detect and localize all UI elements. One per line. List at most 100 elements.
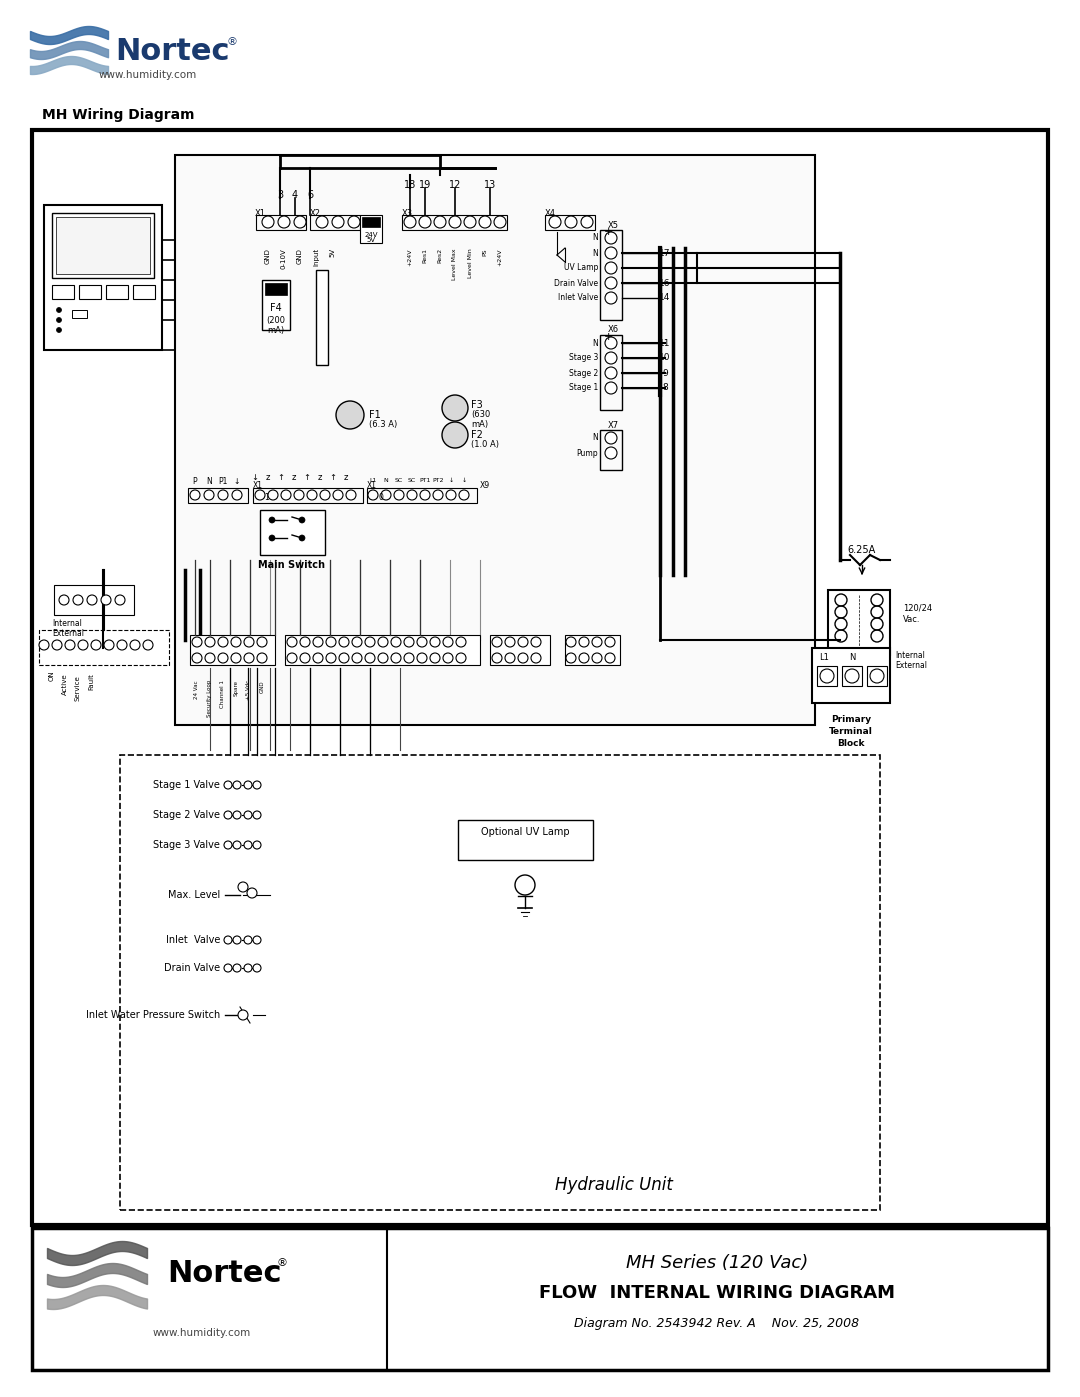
Circle shape [605,381,617,394]
Text: Main Switch: Main Switch [258,560,325,570]
Circle shape [326,652,336,664]
Circle shape [566,652,576,664]
Circle shape [104,640,114,650]
Text: +: + [604,226,612,237]
Circle shape [581,217,593,228]
Circle shape [404,217,416,228]
Circle shape [352,637,362,647]
Text: F3: F3 [471,400,483,409]
Text: Nortec: Nortec [114,38,229,67]
Text: X1: X1 [367,481,377,489]
Circle shape [332,217,345,228]
Circle shape [205,652,215,664]
Circle shape [430,637,440,647]
Circle shape [365,652,375,664]
Text: +24V: +24V [498,249,502,265]
Circle shape [224,841,232,849]
Text: N: N [592,233,598,243]
Circle shape [605,367,617,379]
Text: ↓: ↓ [448,478,454,482]
Bar [175,155,815,725]
Circle shape [39,640,49,650]
Text: Max. Level: Max. Level [167,890,220,900]
Circle shape [253,964,261,972]
Circle shape [420,490,430,500]
Text: 3: 3 [276,190,283,200]
Text: ↓: ↓ [233,478,240,486]
Text: ®: ® [276,1259,287,1268]
Circle shape [605,652,615,664]
Bar [133,285,156,299]
Circle shape [442,422,468,448]
Text: N: N [592,338,598,348]
Text: N: N [592,433,598,443]
Circle shape [381,490,391,500]
Text: PS: PS [483,249,487,256]
Circle shape [515,875,535,895]
Circle shape [456,637,465,647]
Text: 12: 12 [449,180,461,190]
Text: SC: SC [395,478,403,482]
Text: 5V: 5V [366,237,376,243]
Bar [360,215,382,243]
Bar [56,217,150,274]
Circle shape [605,337,617,349]
Circle shape [299,517,305,522]
Text: F2: F2 [471,430,483,440]
Circle shape [592,637,602,647]
Text: Security Loop: Security Loop [207,680,213,718]
Circle shape [605,247,617,258]
Circle shape [238,1010,248,1020]
Circle shape [204,490,214,500]
Circle shape [257,637,267,647]
Bar [316,270,328,365]
Text: X2: X2 [310,208,321,218]
Bar [816,666,837,686]
Bar [188,488,248,503]
Text: 8: 8 [662,384,667,393]
Bar [44,205,162,351]
Bar [52,285,75,299]
Circle shape [300,652,310,664]
Bar [600,231,622,320]
Text: L1: L1 [819,654,829,662]
Text: L1: L1 [369,478,377,482]
Text: Stage 1 Valve: Stage 1 Valve [153,780,220,789]
Circle shape [518,637,528,647]
Text: Drain Valve: Drain Valve [554,278,598,288]
Bar [842,666,862,686]
Text: MH Series (120 Vac): MH Series (120 Vac) [626,1255,808,1273]
Circle shape [307,490,318,500]
Circle shape [505,637,515,647]
Circle shape [224,936,232,944]
Circle shape [579,652,589,664]
Text: mA): mA) [471,419,488,429]
Bar [362,217,380,226]
Circle shape [605,277,617,289]
Bar [54,585,134,615]
Circle shape [192,652,202,664]
Text: External: External [52,629,84,637]
Text: +24V: +24V [407,249,413,265]
Circle shape [518,652,528,664]
Circle shape [205,637,215,647]
Circle shape [417,637,427,647]
Bar [812,648,890,703]
Bar [190,636,275,665]
Text: Pump: Pump [577,448,598,457]
Circle shape [244,812,252,819]
Circle shape [244,964,252,972]
Circle shape [117,640,127,650]
Text: UV Lamp: UV Lamp [564,264,598,272]
Circle shape [233,781,241,789]
Circle shape [65,640,75,650]
Bar [260,510,325,555]
Text: 6: 6 [307,190,313,200]
Text: 17: 17 [659,249,671,257]
Text: ↑: ↑ [329,474,337,482]
Circle shape [224,964,232,972]
Text: ↓: ↓ [252,474,258,482]
Circle shape [224,812,232,819]
Circle shape [346,490,356,500]
Circle shape [404,637,414,647]
